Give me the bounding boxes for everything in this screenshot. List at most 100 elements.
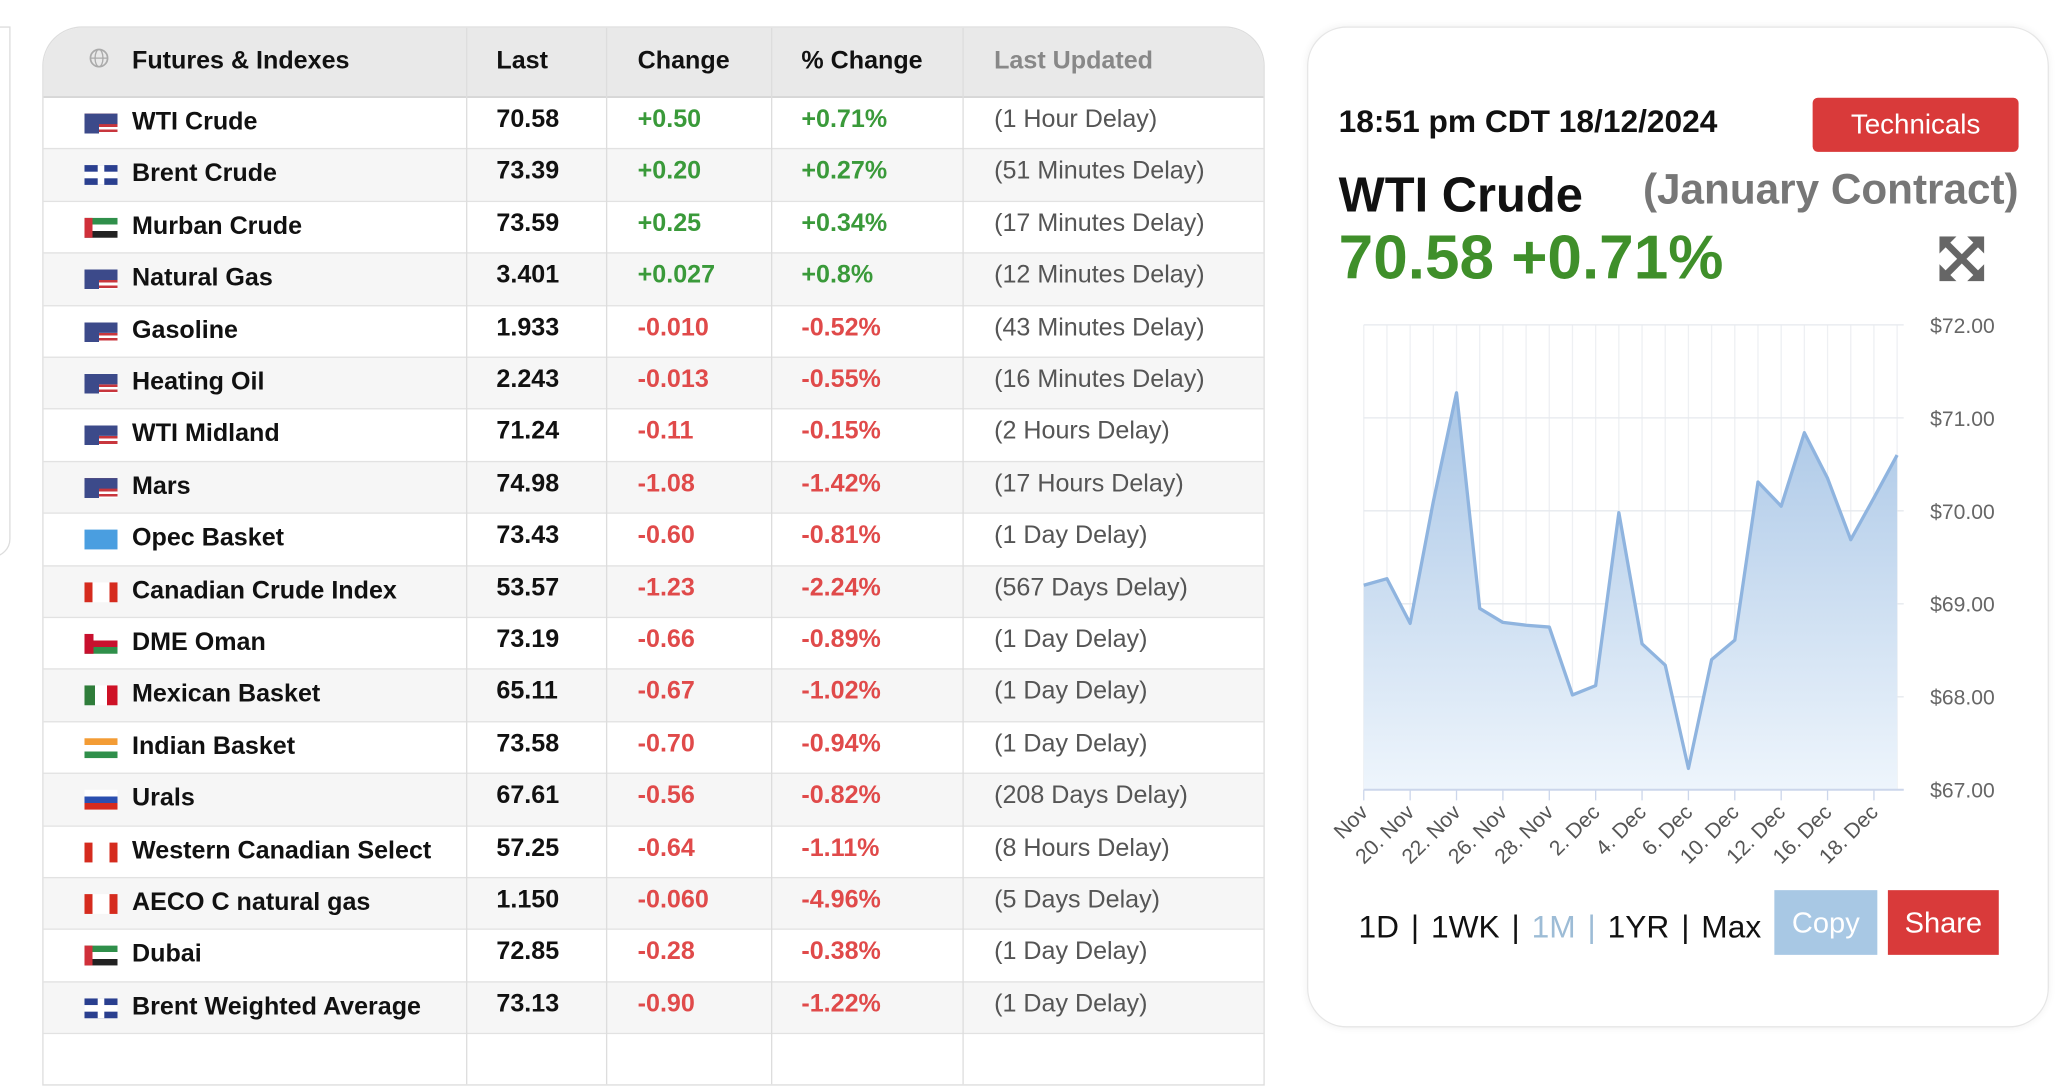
row-bg <box>43 772 1264 825</box>
last-value: 73.43 <box>496 521 560 550</box>
x-tick-label: 4. Dec <box>1591 801 1650 860</box>
range-selector: 1D | 1WK | 1M | 1YR | Max <box>1358 910 1761 947</box>
flag-icon <box>84 790 118 810</box>
percent-change: -4.96% <box>801 886 881 914</box>
percent-change: -0.81% <box>801 521 881 550</box>
range-option[interactable]: 1YR <box>1607 909 1670 946</box>
percent-change: -1.02% <box>801 678 881 706</box>
percent-change: +0.34% <box>801 209 888 238</box>
last-value: 74.98 <box>496 469 560 498</box>
row-name[interactable]: WTI Crude <box>132 108 258 137</box>
column-header: Change <box>637 47 730 76</box>
last-value: 2.243 <box>496 365 560 394</box>
row-name[interactable]: Indian Basket <box>132 732 296 761</box>
flag-icon <box>84 894 118 914</box>
page: Futures & Indexes Last Change % Change Last … <box>0 26 2049 1086</box>
last-updated: (43 Minutes Delay) <box>994 313 1205 342</box>
expand-icon[interactable] <box>1939 236 1985 282</box>
share-button[interactable]: Share <box>1887 890 1999 955</box>
last-updated: (1 Day Delay) <box>994 678 1148 706</box>
screen: Futures & Indexes Last Change % Change Last … <box>0 26 2049 1086</box>
flag-icon <box>84 633 118 654</box>
row-name[interactable]: Gasoline <box>132 316 238 345</box>
row-divider <box>43 824 1264 827</box>
last-updated: (2 Hours Delay) <box>994 417 1170 446</box>
percent-change: -2.24% <box>801 573 881 602</box>
row-name[interactable]: AECO C natural gas <box>132 888 371 917</box>
flag-icon <box>84 477 118 498</box>
change-value: -0.010 <box>637 313 709 342</box>
change-value: +0.25 <box>637 209 702 238</box>
row-name[interactable]: Opec Basket <box>132 524 285 553</box>
y-tick-label: $71.00 <box>1930 408 1995 431</box>
column-header: Futures & Indexes <box>132 47 350 76</box>
range-option[interactable]: 1WK <box>1430 909 1500 946</box>
separator: | <box>1681 909 1690 946</box>
last-updated: (5 Days Delay) <box>994 886 1161 914</box>
last-value: 65.11 <box>496 678 558 706</box>
row-name[interactable]: Mars <box>132 472 191 501</box>
last-value: 73.58 <box>496 730 560 758</box>
row-divider <box>43 356 1264 358</box>
row-name[interactable]: Heating Oil <box>132 368 265 397</box>
column-divider <box>962 27 964 1085</box>
last-updated: (208 Days Delay) <box>994 782 1188 810</box>
column-divider <box>770 27 773 1085</box>
change-value: -0.060 <box>637 886 709 914</box>
row-name[interactable]: Murban Crude <box>132 212 303 241</box>
flag-icon <box>84 946 118 966</box>
percent-change: -0.94% <box>801 730 881 758</box>
separator: | <box>1410 909 1420 946</box>
range-option[interactable]: 1M <box>1531 909 1576 946</box>
row-bg <box>43 252 1264 305</box>
row-divider <box>43 928 1264 931</box>
change-value: -0.60 <box>637 521 695 550</box>
row-divider <box>43 252 1264 254</box>
change-value: -0.90 <box>637 990 695 1018</box>
range-option[interactable]: Max <box>1701 909 1762 946</box>
row-bg <box>43 460 1264 513</box>
last-value: 1.933 <box>496 313 560 342</box>
row-name[interactable]: Urals <box>132 784 195 813</box>
flag-icon <box>84 998 118 1018</box>
flag-icon <box>84 165 118 186</box>
last-value: 73.59 <box>496 209 560 238</box>
change-value: -0.66 <box>637 626 695 654</box>
last-value: 70.58 <box>496 105 560 134</box>
technicals-button[interactable]: Technicals <box>1812 97 2019 152</box>
row-name[interactable]: Canadian Crude Index <box>132 576 397 605</box>
last-updated: (17 Minutes Delay) <box>994 209 1205 238</box>
flag-icon <box>84 529 118 550</box>
row-divider <box>43 772 1264 775</box>
row-name[interactable]: Mexican Basket <box>132 680 321 709</box>
row-name[interactable]: Dubai <box>132 940 202 969</box>
range-option[interactable]: 1D <box>1358 909 1399 946</box>
change-value: -0.64 <box>637 834 695 862</box>
row-bg <box>43 356 1264 409</box>
percent-change: -0.55% <box>801 365 881 394</box>
change-value: +0.027 <box>637 261 716 290</box>
row-bg <box>43 668 1264 721</box>
row-name[interactable]: Brent Crude <box>132 160 277 189</box>
change-value: -0.70 <box>637 730 695 758</box>
row-name[interactable]: Brent Weighted Average <box>132 992 422 1021</box>
last-value: 1.150 <box>496 886 560 914</box>
row-name[interactable]: WTI Midland <box>132 420 280 449</box>
last-updated: (8 Hours Delay) <box>994 834 1170 862</box>
last-updated: (1 Day Delay) <box>994 990 1148 1018</box>
row-divider <box>43 1033 1264 1035</box>
column-header: % Change <box>801 47 923 76</box>
flag-icon <box>84 738 118 758</box>
last-value: 73.19 <box>496 626 560 654</box>
row-bg <box>43 148 1264 201</box>
side-card <box>0 26 11 558</box>
row-name[interactable]: Natural Gas <box>132 264 273 293</box>
header-bg <box>43 27 1264 98</box>
last-value: 53.57 <box>496 573 560 602</box>
copy-button[interactable]: Copy <box>1774 890 1878 955</box>
row-divider <box>43 200 1264 202</box>
row-name[interactable]: Western Canadian Select <box>132 836 432 865</box>
row-name[interactable]: DME Oman <box>132 628 266 657</box>
last-value: 71.24 <box>496 417 560 446</box>
change-value: -1.08 <box>637 469 695 498</box>
